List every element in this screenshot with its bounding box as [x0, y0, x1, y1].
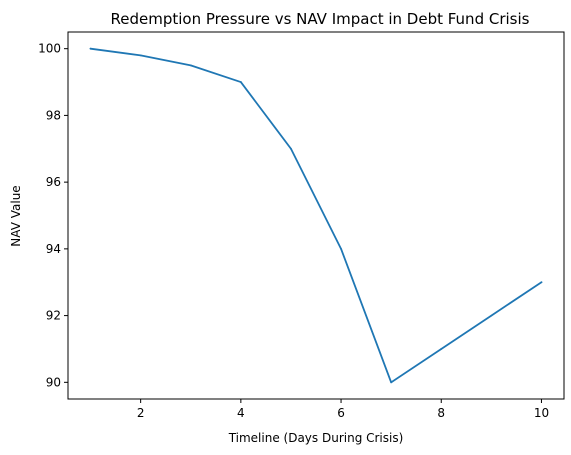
series-layer [89, 47, 543, 384]
data-point [139, 54, 142, 57]
data-point [490, 314, 493, 317]
chart-title: Redemption Pressure vs NAV Impact in Deb… [111, 10, 530, 28]
x-axis: 2 4 6 8 10 [137, 399, 549, 420]
y-axis: 90 92 94 96 98 100 [38, 42, 68, 389]
nav-series-line [89, 47, 543, 384]
data-point [390, 381, 393, 384]
plot-frame [67, 31, 565, 400]
data-point [189, 64, 192, 67]
data-point [89, 47, 92, 50]
data-point [290, 147, 292, 150]
x-tick-label: 4 [237, 406, 245, 420]
y-tick-label: 98 [46, 108, 61, 122]
data-point [340, 247, 342, 250]
y-tick-label: 92 [46, 309, 61, 323]
x-tick-label: 2 [137, 406, 145, 420]
y-axis-label: NAV Value [9, 185, 23, 246]
data-point [540, 281, 543, 284]
y-tick-label: 94 [46, 242, 61, 256]
x-tick-label: 10 [534, 406, 549, 420]
x-tick-label: 6 [337, 406, 345, 420]
y-tick-label: 90 [46, 375, 61, 389]
data-point [440, 348, 443, 350]
y-tick-label: 96 [46, 175, 61, 189]
x-axis-label: Timeline (Days During Crisis) [228, 431, 404, 445]
data-point [239, 81, 242, 83]
x-tick-label: 8 [437, 406, 445, 420]
y-tick-label: 100 [38, 42, 61, 56]
